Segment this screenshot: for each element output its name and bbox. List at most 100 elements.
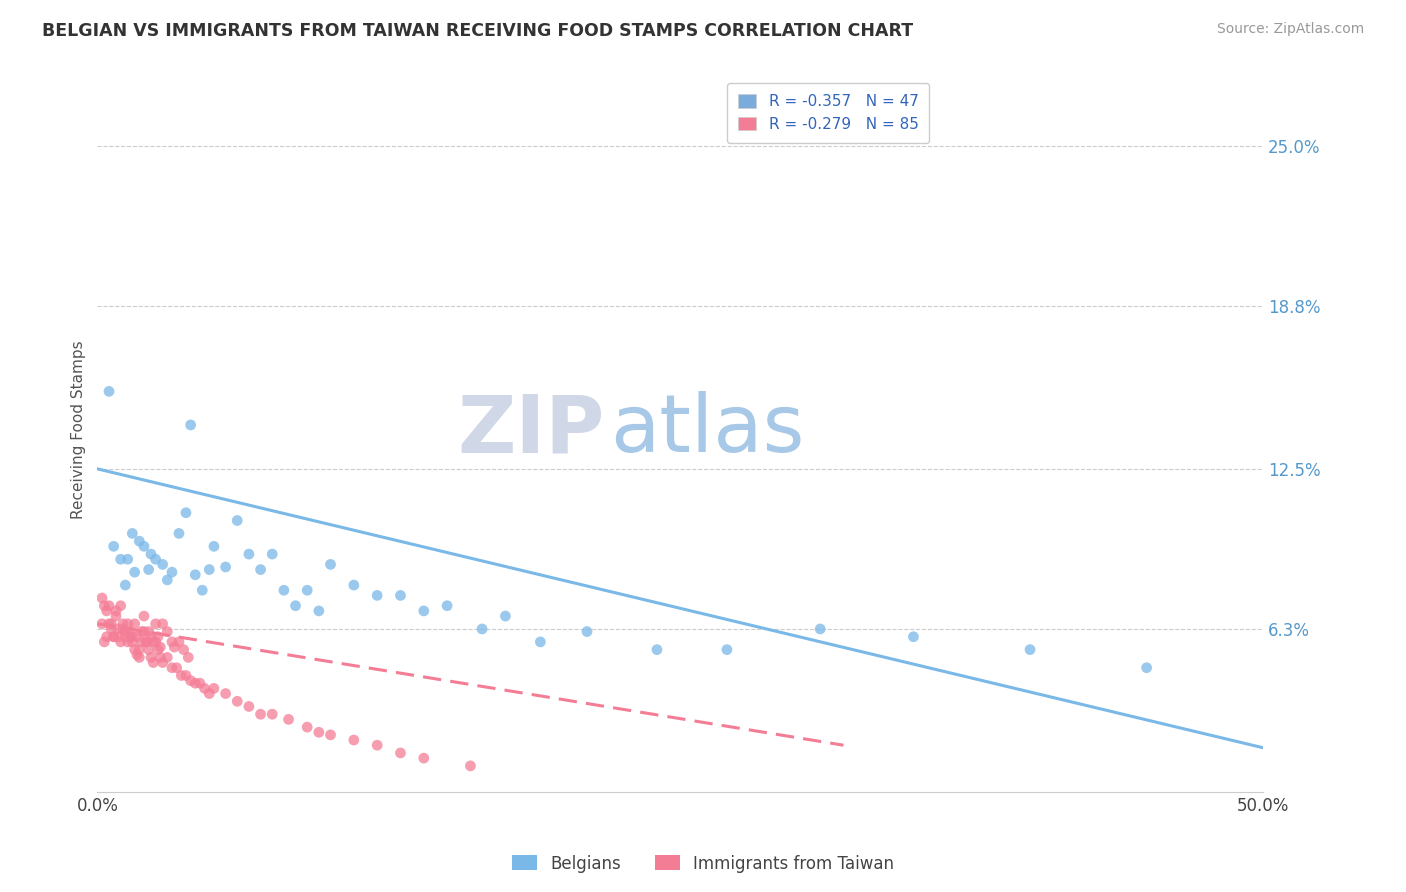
Point [262, 707, 284, 722]
Point [343, 733, 366, 747]
Point [389, 746, 412, 760]
Point [412, 604, 434, 618]
Point [121, 635, 143, 649]
Point [160, 635, 183, 649]
Point [93, 635, 115, 649]
Point [249, 707, 271, 722]
Point [174, 668, 197, 682]
Point [194, 681, 217, 696]
Point [121, 526, 143, 541]
Point [132, 539, 155, 553]
Point [110, 599, 132, 613]
Point [198, 563, 221, 577]
Point [529, 635, 551, 649]
Point [146, 642, 169, 657]
Point [238, 699, 260, 714]
Point [110, 552, 132, 566]
Point [132, 624, 155, 639]
Point [249, 563, 271, 577]
Point [121, 630, 143, 644]
Point [107, 630, 129, 644]
Point [494, 609, 516, 624]
Point [180, 673, 202, 688]
Point [156, 650, 179, 665]
Point [117, 635, 139, 649]
Point [284, 599, 307, 613]
Point [295, 720, 318, 734]
Point [98, 599, 121, 613]
Point [114, 630, 136, 644]
Point [152, 558, 174, 572]
Point [389, 588, 412, 602]
Point [202, 539, 225, 553]
Point [808, 622, 831, 636]
Point [125, 630, 148, 644]
Point [160, 661, 183, 675]
Point [124, 565, 146, 579]
Point [436, 599, 458, 613]
Point [117, 616, 139, 631]
Point [149, 650, 172, 665]
Point [124, 616, 146, 631]
Point [128, 650, 150, 665]
Point [156, 624, 179, 639]
Point [460, 759, 482, 773]
Point [114, 624, 136, 639]
Point [107, 622, 129, 636]
Point [202, 681, 225, 696]
Point [716, 642, 738, 657]
Point [111, 622, 134, 636]
Point [128, 642, 150, 657]
Point [149, 640, 172, 654]
Point [191, 583, 214, 598]
Point [135, 635, 157, 649]
Point [103, 630, 125, 644]
Point [262, 547, 284, 561]
Point [366, 738, 388, 752]
Point [238, 547, 260, 561]
Point [198, 687, 221, 701]
Point [103, 630, 125, 644]
Point [160, 565, 183, 579]
Y-axis label: Receiving Food Stamps: Receiving Food Stamps [72, 341, 86, 519]
Text: atlas: atlas [610, 391, 804, 469]
Point [170, 668, 193, 682]
Point [138, 624, 160, 639]
Point [167, 526, 190, 541]
Point [273, 583, 295, 598]
Point [214, 560, 236, 574]
Text: ZIP: ZIP [457, 391, 605, 469]
Point [184, 676, 207, 690]
Point [471, 622, 494, 636]
Point [903, 630, 925, 644]
Point [135, 635, 157, 649]
Point [145, 616, 167, 631]
Point [277, 712, 299, 726]
Point [118, 630, 141, 644]
Legend: Belgians, Immigrants from Taiwan: Belgians, Immigrants from Taiwan [506, 848, 900, 880]
Point [166, 661, 188, 675]
Point [103, 539, 125, 553]
Point [139, 630, 162, 644]
Point [156, 573, 179, 587]
Point [184, 567, 207, 582]
Point [145, 635, 167, 649]
Point [146, 630, 169, 644]
Point [117, 552, 139, 566]
Point [105, 609, 128, 624]
Point [412, 751, 434, 765]
Point [132, 609, 155, 624]
Point [91, 616, 114, 631]
Point [96, 630, 118, 644]
Point [308, 604, 330, 618]
Point [118, 624, 141, 639]
Point [138, 642, 160, 657]
Point [645, 642, 668, 657]
Point [110, 635, 132, 649]
Point [100, 616, 122, 631]
Point [308, 725, 330, 739]
Point [174, 506, 197, 520]
Point [100, 622, 122, 636]
Point [131, 635, 153, 649]
Point [226, 694, 249, 708]
